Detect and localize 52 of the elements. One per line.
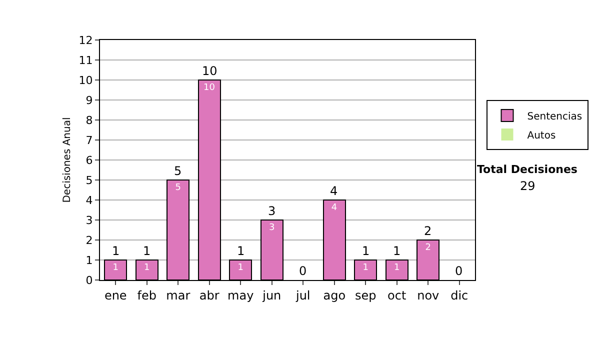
y-tick-label: 11 bbox=[78, 54, 93, 67]
y-tick-label: 2 bbox=[86, 234, 93, 247]
data-label: 1 bbox=[238, 263, 244, 273]
total-label: 1 bbox=[237, 244, 245, 258]
y-tick-label: 8 bbox=[86, 114, 93, 127]
y-tick-label: 6 bbox=[86, 154, 93, 167]
total-label: 0 bbox=[299, 264, 307, 278]
y-tick-label: 5 bbox=[86, 174, 93, 187]
y-tick-label: 4 bbox=[86, 194, 93, 207]
x-tick-label: sep bbox=[354, 288, 376, 302]
total-label: 2 bbox=[424, 224, 432, 238]
y-tick-label: 9 bbox=[86, 94, 93, 107]
x-tick-label: feb bbox=[137, 288, 156, 302]
data-label: 1 bbox=[362, 263, 368, 273]
data-label: 10 bbox=[204, 83, 216, 93]
total-label: 4 bbox=[330, 184, 338, 198]
text: Total Decisiones bbox=[477, 163, 578, 176]
total-label: 1 bbox=[112, 244, 120, 258]
total-label: 10 bbox=[202, 64, 218, 78]
y-tick-label: 3 bbox=[86, 214, 93, 227]
data-label: 1 bbox=[144, 263, 150, 273]
data-label: 5 bbox=[175, 183, 181, 193]
y-tick-label: 1 bbox=[86, 254, 93, 267]
y-tick-label: 7 bbox=[86, 134, 93, 147]
total-label: 1 bbox=[362, 244, 370, 258]
total-label: 0 bbox=[455, 264, 463, 278]
total-label: 3 bbox=[268, 204, 276, 218]
legend-label: Sentencias bbox=[527, 111, 582, 122]
x-tick-label: nov bbox=[417, 288, 440, 302]
y-tick-label: 12 bbox=[78, 34, 93, 47]
total-label: 1 bbox=[143, 244, 151, 258]
data-label: 1 bbox=[394, 263, 400, 273]
y-tick-label: 10 bbox=[78, 74, 93, 87]
y-tick-label: 0 bbox=[86, 274, 93, 287]
data-label: 3 bbox=[269, 223, 275, 233]
x-tick-label: mar bbox=[166, 288, 190, 302]
legend-label: Autos bbox=[527, 130, 556, 142]
text: 29 bbox=[520, 179, 536, 193]
total-label: 5 bbox=[174, 164, 182, 178]
x-tick-label: may bbox=[228, 288, 254, 302]
data-label: 1 bbox=[112, 263, 118, 273]
data-label: 4 bbox=[331, 203, 338, 213]
x-tick-label: abr bbox=[199, 288, 220, 302]
y-axis-title: Decisiones Anual bbox=[62, 117, 73, 203]
x-tick-label: ene bbox=[104, 288, 127, 302]
x-tick-label: jun bbox=[262, 288, 282, 302]
x-tick-label: jul bbox=[294, 288, 310, 302]
data-label: 2 bbox=[425, 243, 431, 253]
total-label: 1 bbox=[393, 244, 401, 258]
x-tick-label: ago bbox=[323, 288, 346, 302]
x-tick-label: dic bbox=[450, 288, 468, 302]
x-tick-label: oct bbox=[388, 288, 406, 302]
